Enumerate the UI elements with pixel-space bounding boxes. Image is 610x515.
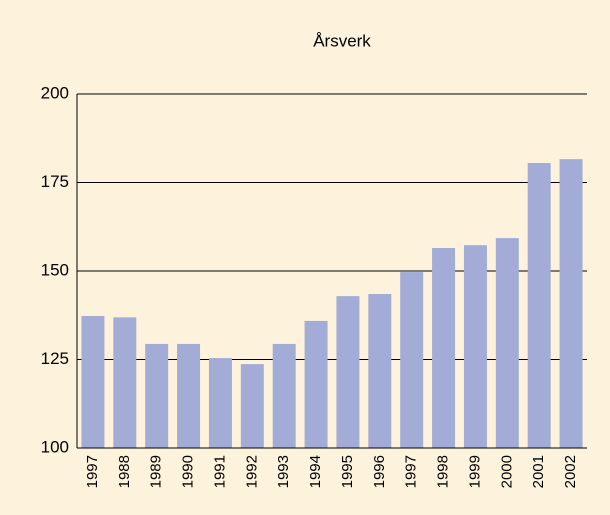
x-tick-label: 1997 [403, 455, 420, 488]
bar [368, 294, 392, 448]
bar [240, 364, 264, 448]
x-tick-label: 1997 [84, 455, 101, 488]
bar [432, 247, 456, 448]
x-tick-label: 1996 [371, 455, 388, 488]
x-tick-label: 1998 [435, 455, 452, 488]
bar [400, 272, 424, 448]
x-tick-label: 1989 [148, 455, 165, 488]
x-tick-label: 2002 [562, 455, 579, 488]
bar [463, 245, 487, 448]
bar [272, 343, 296, 448]
bar [527, 163, 551, 448]
x-tick-label: 1992 [243, 455, 260, 488]
y-tick-label: 200 [41, 83, 69, 102]
x-tick-label: 2001 [530, 455, 547, 488]
bar [81, 315, 105, 448]
y-tick-label: 125 [41, 349, 69, 368]
bar [113, 317, 137, 448]
x-tick-label: 2000 [498, 455, 515, 488]
x-tick-label: 1995 [339, 455, 356, 488]
bar [495, 238, 519, 448]
bar [177, 343, 201, 448]
x-tick-label: 1991 [211, 455, 228, 488]
x-tick-label: 1988 [116, 455, 133, 488]
x-tick-label: 1994 [307, 455, 324, 488]
bar [559, 159, 583, 449]
x-tick-label: 1990 [180, 455, 197, 488]
bar [336, 296, 360, 448]
bar [208, 358, 232, 448]
chart-title: Årsverk [313, 31, 371, 50]
bar [304, 320, 328, 448]
y-tick-label: 175 [41, 172, 69, 191]
x-tick-label: 1993 [275, 455, 292, 488]
y-tick-label: 150 [41, 260, 69, 279]
bar [145, 343, 169, 448]
x-tick-label: 1999 [466, 455, 483, 488]
y-tick-label: 100 [41, 437, 69, 456]
